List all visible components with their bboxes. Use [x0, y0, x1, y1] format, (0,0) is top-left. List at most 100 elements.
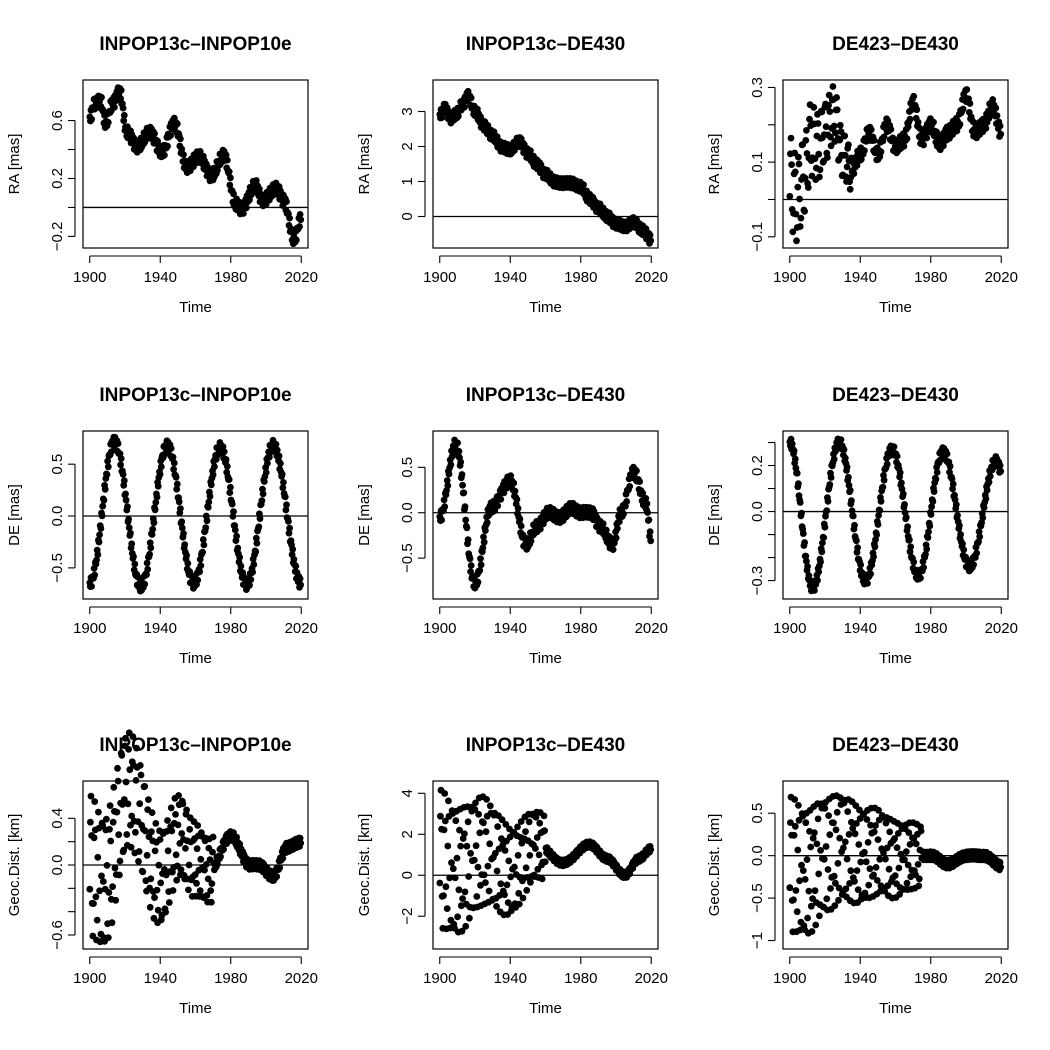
data-point [207, 887, 215, 894]
data-point [456, 826, 463, 834]
data-point [626, 483, 634, 490]
data-point [275, 452, 283, 460]
data-point [460, 489, 468, 497]
data-point [147, 544, 155, 552]
data-point [867, 821, 874, 829]
data-point [833, 106, 841, 114]
data-point [976, 533, 984, 541]
x-tick-label: 1980 [914, 970, 947, 987]
data-point [156, 836, 164, 843]
data-point [876, 507, 884, 514]
data-point [279, 855, 287, 862]
data-point [477, 555, 484, 562]
data-point [532, 845, 539, 852]
data-point [825, 102, 832, 109]
data-point [458, 927, 466, 935]
data-point [862, 858, 870, 866]
data-point [910, 558, 918, 566]
data-point [906, 536, 913, 544]
data-point [802, 137, 810, 144]
y-tick-label: 0.5 [399, 457, 416, 478]
data-point [182, 845, 189, 852]
plot-frame [82, 79, 309, 249]
data-point [817, 558, 824, 566]
data-point [475, 810, 482, 818]
data-point [96, 531, 103, 539]
data-point [99, 878, 107, 885]
data-point [973, 549, 981, 557]
panel-title: DE423–DE430 [832, 34, 959, 55]
data-point [793, 469, 801, 477]
data-point [646, 231, 654, 239]
x-tick-label: 1900 [73, 269, 106, 286]
data-point [602, 526, 610, 534]
data-point [896, 890, 903, 898]
data-point [963, 86, 971, 93]
data-point [847, 867, 855, 875]
data-point [880, 476, 888, 484]
data-point [252, 177, 260, 184]
data-point [835, 896, 842, 904]
data-point [214, 860, 221, 868]
data-point [804, 563, 811, 570]
data-point [526, 852, 534, 859]
data-point [814, 120, 822, 127]
data-point [93, 556, 100, 564]
data-point [903, 879, 911, 887]
data-point [281, 493, 289, 501]
data-point [801, 539, 808, 546]
data-point [181, 541, 189, 548]
y-tick-label: −2 [399, 908, 416, 925]
data-point [167, 804, 175, 812]
data-point [151, 847, 159, 855]
data-point [87, 792, 95, 800]
data-point [494, 502, 502, 510]
data-point [112, 896, 120, 904]
data-point [922, 550, 929, 558]
data-point [139, 868, 147, 876]
data-point [647, 237, 655, 245]
data-point [136, 800, 144, 808]
data-point [474, 863, 482, 871]
data-point [795, 802, 802, 809]
data-point [837, 436, 845, 443]
data-point [832, 879, 839, 887]
data-point [816, 912, 823, 920]
x-tick-label: 1900 [423, 620, 456, 637]
data-point [975, 528, 983, 536]
data-point [952, 501, 960, 509]
x-tick-label: 1980 [914, 620, 947, 637]
data-point [120, 477, 128, 484]
plot-frame [82, 430, 309, 600]
data-point [867, 570, 874, 578]
data-point [153, 493, 161, 501]
data-point [178, 524, 186, 532]
y-axis-label: DE [mas] [706, 484, 723, 546]
data-point [441, 817, 449, 825]
data-point [196, 568, 204, 576]
data-point [831, 902, 839, 910]
data-point [130, 553, 137, 560]
data-point [896, 469, 904, 476]
data-point [841, 454, 849, 462]
data-point [894, 830, 902, 837]
data-point [461, 103, 468, 111]
data-point [821, 523, 829, 531]
x-tick-label: 1940 [844, 970, 877, 987]
data-point [830, 819, 837, 827]
data-point [980, 504, 988, 511]
data-point [917, 827, 925, 835]
y-tick-label: 0.2 [49, 168, 66, 189]
data-point [464, 818, 472, 826]
data-point [636, 478, 643, 485]
data-points [436, 786, 655, 936]
data-point [246, 581, 253, 589]
data-point [197, 562, 205, 569]
data-point [580, 181, 587, 189]
x-tick-label: 1940 [144, 620, 177, 637]
x-tick-label: 2020 [635, 269, 668, 286]
data-point [846, 486, 854, 494]
data-point [811, 887, 819, 895]
data-point [527, 537, 535, 545]
